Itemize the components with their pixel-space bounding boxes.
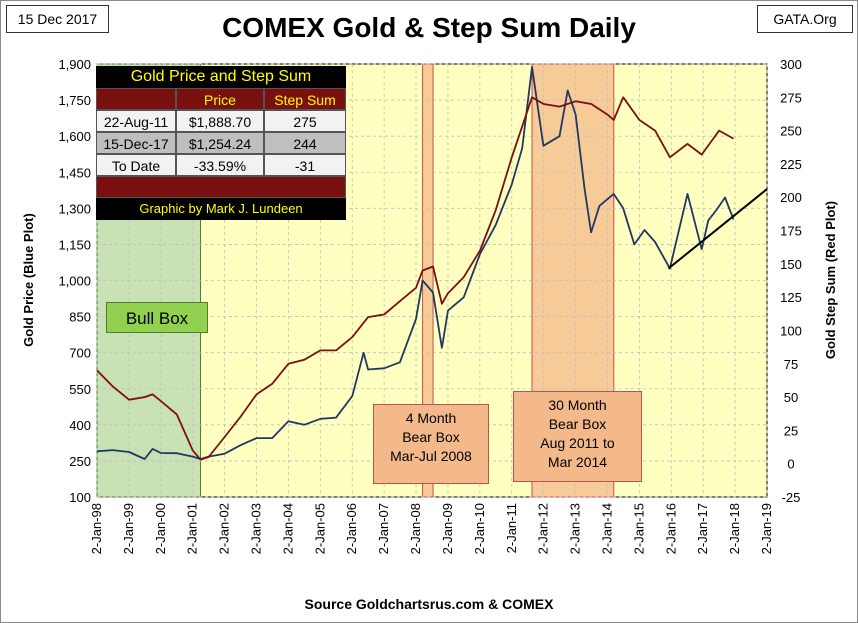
x-tick-label: 2-Jan-12 [536,503,551,554]
bear4-line: Mar-Jul 2008 [390,448,472,464]
y-tick-label-left: 1,600 [58,129,91,144]
price-table: Gold Price and Step Sum Price Step Sum 2… [96,66,346,220]
x-tick-label: 2-Jan-04 [280,503,295,554]
x-tick-label: 2-Jan-16 [663,503,678,554]
y-tick-label-right: 200 [780,190,802,205]
y-tick-label-left: 1,150 [58,237,91,252]
y-axis-label-left: Gold Price (Blue Plot) [21,213,36,347]
chart-title: COMEX Gold & Step Sum Daily [222,12,636,43]
date-stamp: 15 Dec 2017 [6,5,109,33]
table-cell-price: -33.59% [176,154,264,176]
x-tick-label: 2-Jan-05 [312,503,327,554]
bear30-line: 30 Month [548,397,607,413]
table-credit: Graphic by Mark J. Lundeen [96,198,346,220]
x-tick-label: 2-Jan-17 [695,503,710,554]
y-tick-label-right: 225 [780,157,802,172]
bear-box-30-month-note: 30 Month Bear Box Aug 2011 to Mar 2014 [513,391,642,482]
table-cell-date: To Date [96,154,176,176]
table-row: 15-Dec-17 $1,254.24 244 [96,132,346,154]
bull-box-label: Bull Box [106,302,208,333]
x-tick-label: 2-Jan-09 [440,503,455,554]
y-tick-label-left: 1,000 [58,274,91,289]
x-tick-label: 2-Jan-07 [376,503,391,554]
x-tick-label: 2-Jan-11 [504,503,519,553]
y-tick-label-right: 300 [780,57,802,72]
y-tick-label-left: 1,900 [58,57,91,72]
bear-box-4-month-note: 4 Month Bear Box Mar-Jul 2008 [373,404,489,484]
support-trendline [667,188,768,270]
table-cell-date: 15-Dec-17 [96,132,176,154]
x-tick-label: 2-Jan-02 [217,503,232,554]
source-note: Source Goldchartsrus.com & COMEX [304,596,554,612]
bear30-line: Mar 2014 [547,454,608,470]
bear4-line: Bear Box [402,429,460,445]
x-tick-label: 2-Jan-08 [408,503,423,554]
y-tick-label-left: 400 [69,418,91,433]
bear4-line: 4 Month [405,410,457,426]
table-cell-step: 275 [264,110,346,132]
table-row: 22-Aug-11 $1,888.70 275 [96,110,346,132]
x-tick-label: 2-Jan-19 [759,503,774,554]
table-header-step: Step Sum [264,88,346,110]
x-tick-label: 2-Jan-99 [121,503,136,554]
table-header-row: Price Step Sum [96,88,346,110]
y-tick-label-right: 250 [780,124,802,139]
y-tick-label-right: 50 [784,390,798,405]
table-spacer [96,176,346,198]
bear30-line: Bear Box [548,416,607,432]
y-tick-label-right: -25 [782,490,801,505]
y-axis-label-right: Gold Step Sum (Red Plot) [823,201,838,359]
table-cell-date: 22-Aug-11 [96,110,176,132]
table-title: Gold Price and Step Sum [96,66,346,88]
y-tick-label-right: 125 [780,290,802,305]
y-tick-label-left: 550 [69,382,91,397]
y-tick-label-left: 250 [69,454,91,469]
y-tick-label-right: 175 [780,224,802,239]
y-tick-label-right: 100 [780,323,802,338]
table-header-price: Price [176,88,264,110]
x-tick-label: 2-Jan-15 [631,503,646,554]
y-tick-label-left: 700 [69,346,91,361]
x-tick-label: 2-Jan-98 [89,503,104,554]
table-row: To Date -33.59% -31 [96,154,346,176]
x-tick-label: 2-Jan-10 [472,503,487,554]
table-cell-step: -31 [264,154,346,176]
y-tick-label-right: 275 [780,90,802,105]
site-badge: GATA.Org [757,5,853,33]
y-tick-label-right: 25 [784,423,798,438]
table-cell-price: $1,888.70 [176,110,264,132]
x-tick-label: 2-Jan-18 [727,503,742,554]
table-cell-step: 244 [264,132,346,154]
y-tick-label-right: 150 [780,257,802,272]
x-tick-label: 2-Jan-00 [153,503,168,554]
table-header-blank [96,88,176,110]
x-tick-label: 2-Jan-03 [249,503,264,554]
x-tick-label: 2-Jan-01 [185,503,200,554]
y-tick-label-left: 1,300 [58,201,91,216]
x-tick-label: 2-Jan-13 [568,503,583,554]
y-tick-label-left: 1,750 [58,93,91,108]
x-tick-label: 2-Jan-06 [344,503,359,554]
x-tick-label: 2-Jan-14 [599,503,614,554]
bear30-line: Aug 2011 to [540,435,615,451]
step-sum-line [96,96,734,461]
table-cell-price: $1,254.24 [176,132,264,154]
y-tick-label-left: 1,450 [58,165,91,180]
y-tick-label-left: 100 [69,490,91,505]
y-tick-label-right: 75 [784,357,798,372]
y-tick-label-left: 850 [69,310,91,325]
y-tick-label-right: 0 [787,457,794,472]
